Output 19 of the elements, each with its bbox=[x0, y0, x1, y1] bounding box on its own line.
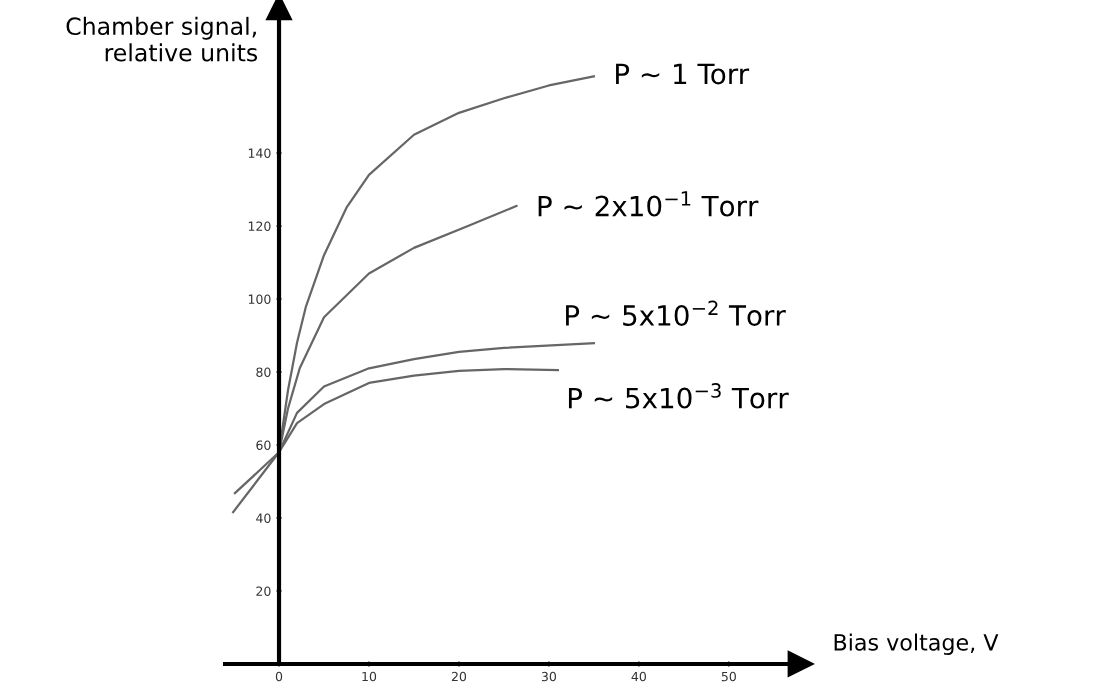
y-tick-label: 140 bbox=[248, 148, 271, 158]
x-tick-label: 10 bbox=[362, 671, 377, 682]
y-tick-label: 80 bbox=[256, 367, 271, 377]
series-label: P ~ 2x10$^{−1}$ Torr bbox=[538, 191, 759, 217]
x-axis-title: Bias voltage, V bbox=[834, 633, 999, 656]
x-tick-label: 50 bbox=[721, 671, 736, 682]
series-label: P ~ 5x10$^{−2}$ Torr bbox=[566, 300, 786, 326]
x-tick-label: 40 bbox=[631, 671, 646, 682]
series-label: P ~ 1 Torr bbox=[616, 63, 750, 85]
y-tick-label: 120 bbox=[248, 221, 271, 231]
x-tick-label: 20 bbox=[451, 671, 467, 682]
y-axis-title: Chamber signal, relative units bbox=[66, 16, 258, 62]
y-tick-label: 40 bbox=[256, 513, 271, 523]
x-tick-label: 30 bbox=[541, 671, 557, 682]
series-label: P ~ 5x10$^{−3}$ Torr bbox=[568, 383, 789, 409]
y-tick-label: 60 bbox=[256, 440, 271, 450]
x-tick-label: 0 bbox=[275, 671, 283, 682]
y-tick-label: 20 bbox=[256, 586, 271, 596]
y-tick-label: 100 bbox=[248, 294, 271, 304]
